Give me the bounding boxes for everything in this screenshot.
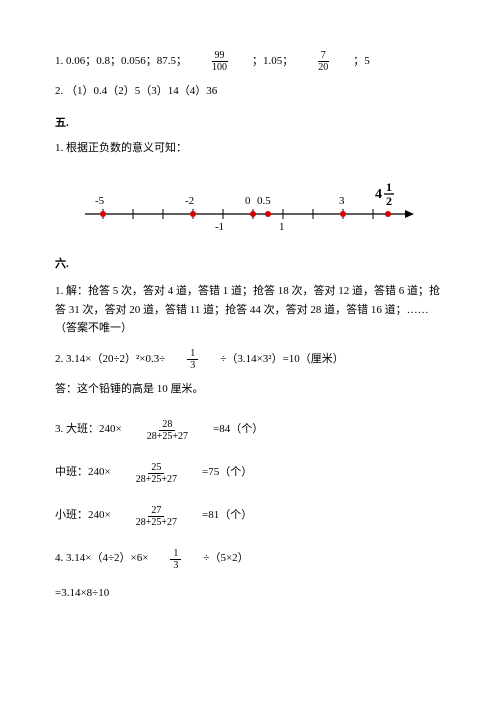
q1-text: 1. 解：抢答 5 次，答对 4 道，答错 1 道；抢答 18 次，答对 12 … xyxy=(55,282,445,338)
q2-answer: 答：这个铅锤的高是 10 厘米。 xyxy=(55,381,445,399)
q3-mid: 中班：240× 25 28+25+27 =75（个） xyxy=(55,462,445,485)
q2-expression: 2. 3.14×（20÷2）²×0.3÷ 1 3 ÷（3.14×3²）=10（厘… xyxy=(55,348,445,371)
sec5-line1: 1. 根据正负数的意义可知： xyxy=(55,140,445,158)
answer-row-2: 2. （1）0.4（2）5（3）14（4）36 xyxy=(55,83,445,101)
section-6-title: 六. xyxy=(55,256,445,274)
svg-text:-1: -1 xyxy=(215,221,224,233)
row1-suffix: ；5 xyxy=(353,53,370,71)
number-line: -5-2-100.513412 xyxy=(85,176,445,243)
svg-text:3: 3 xyxy=(339,195,345,207)
fraction-99-100: 99 100 xyxy=(209,50,230,73)
q3-small: 小班：240× 27 28+25+27 =81（个） xyxy=(55,505,445,528)
svg-text:-2: -2 xyxy=(185,195,194,207)
q4-expression: 4. 3.14×（4÷2）×6× 1 3 ÷（5×2） xyxy=(55,548,445,571)
section-5-title: 五. xyxy=(55,115,445,133)
fraction-7-20: 7 20 xyxy=(315,50,331,73)
answer-row-1: 1. 0.06；0.8；0.056；87.5； 99 100 ；1.05； 7 … xyxy=(55,50,445,73)
fraction-1-3-b: 1 3 xyxy=(170,548,181,571)
fraction-1-3: 1 3 xyxy=(187,348,198,371)
q3-big: 3. 大班：240× 28 28+25+27 =84（个） xyxy=(55,419,445,442)
fraction-small: 27 28+25+27 xyxy=(133,505,180,528)
row1-mid: ；1.05； xyxy=(252,53,293,71)
q4-line2: =3.14×8÷10 xyxy=(55,585,445,603)
svg-text:4: 4 xyxy=(375,187,382,202)
fraction-mid: 25 28+25+27 xyxy=(133,462,180,485)
svg-text:1: 1 xyxy=(386,180,392,194)
svg-text:2: 2 xyxy=(386,194,392,208)
row1-prefix: 1. 0.06；0.8；0.056；87.5； xyxy=(55,53,187,71)
svg-text:-5: -5 xyxy=(95,195,105,207)
fraction-big: 28 28+25+27 xyxy=(144,419,191,442)
svg-text:1: 1 xyxy=(279,221,285,233)
svg-text:0: 0 xyxy=(245,195,251,207)
svg-text:0.5: 0.5 xyxy=(257,195,271,207)
